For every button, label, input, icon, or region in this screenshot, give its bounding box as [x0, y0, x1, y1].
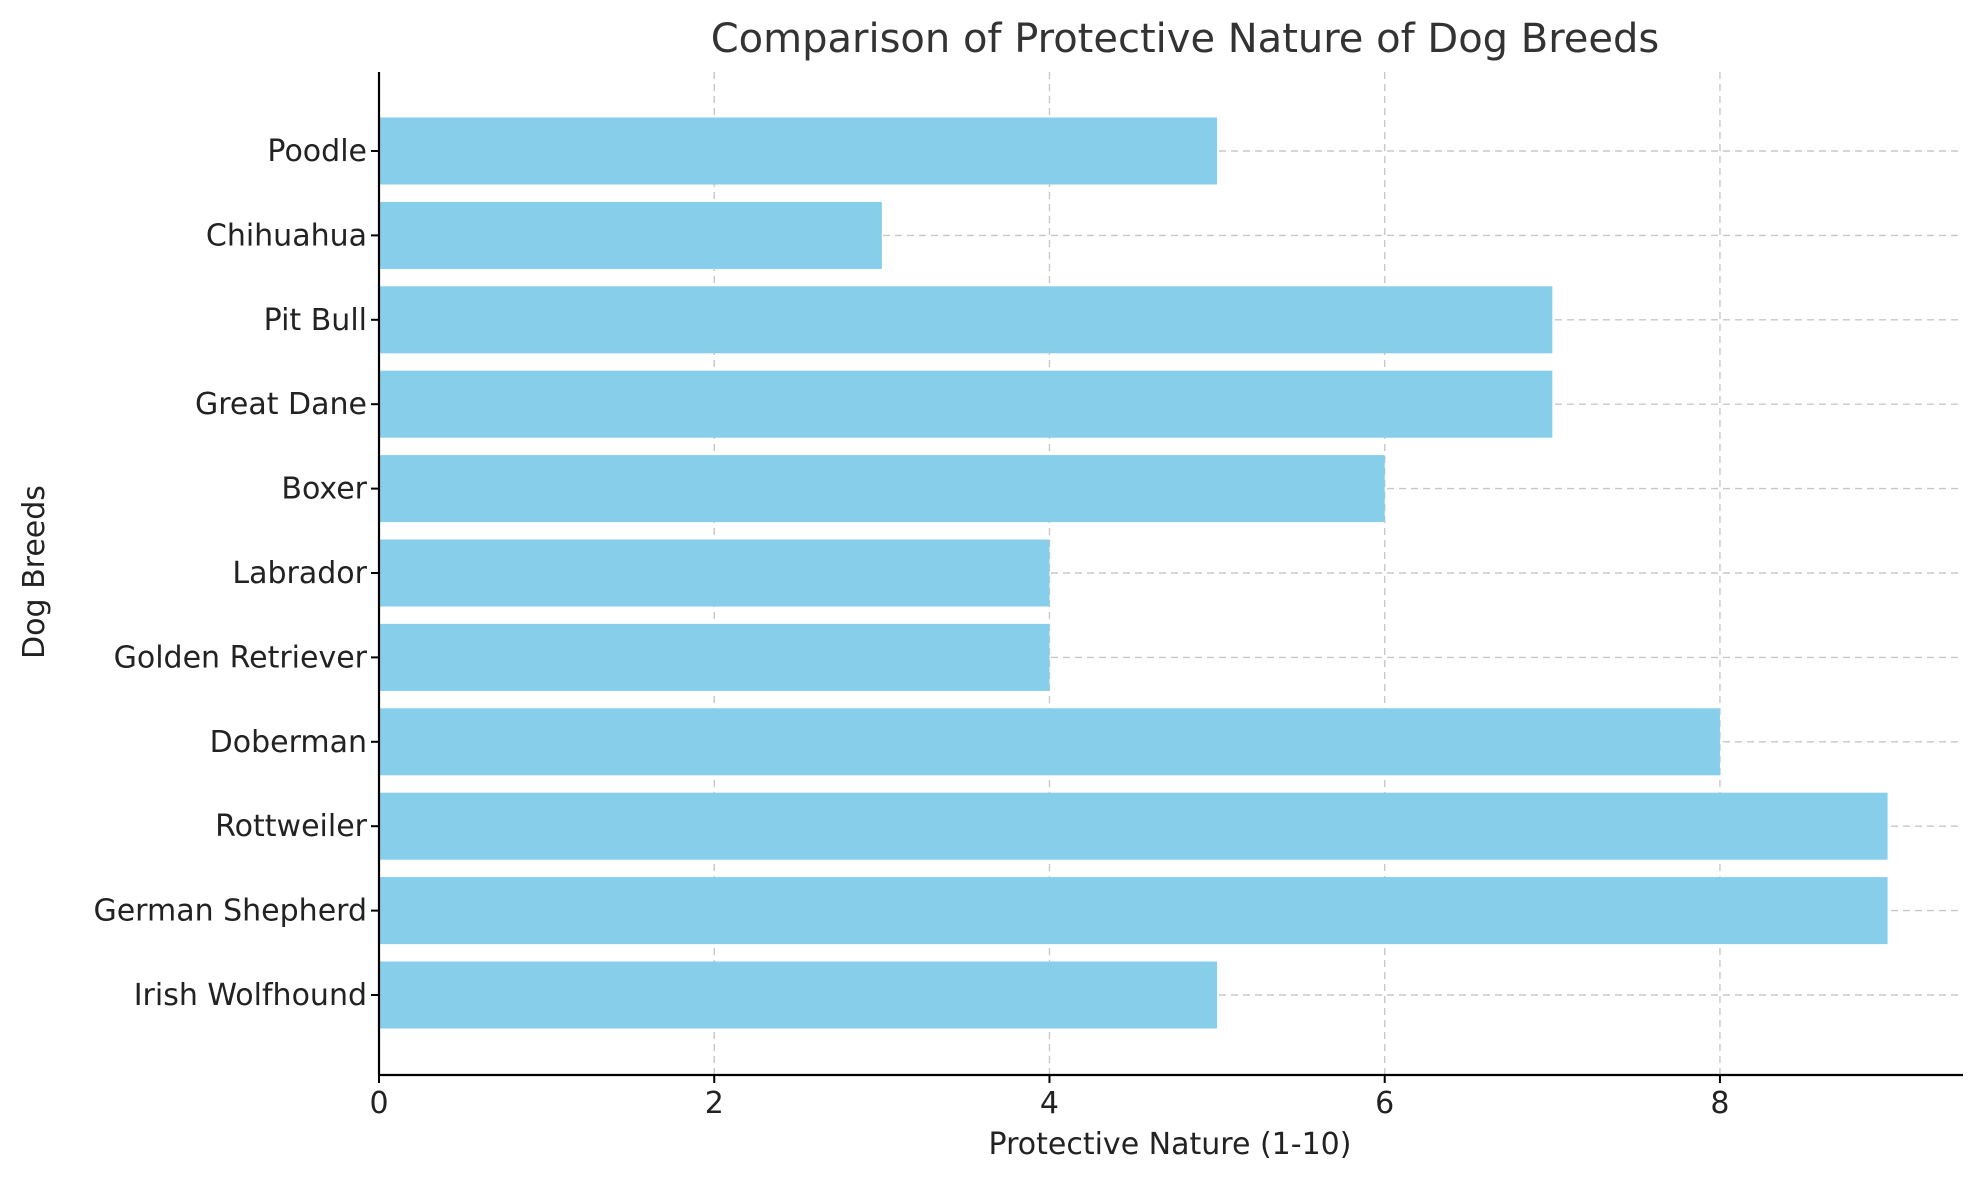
y-tick-label: Golden Retriever: [114, 640, 368, 675]
bar: [379, 961, 1218, 1029]
y-tick-label: Pit Bull: [264, 303, 367, 338]
bar: [379, 117, 1218, 185]
y-tick-label: Doberman: [210, 725, 367, 760]
y-tick-label: Labrador: [232, 556, 367, 591]
bar: [379, 455, 1385, 523]
chart-title: Comparison of Protective Nature of Dog B…: [711, 16, 1659, 62]
y-axis-label: Dog Breeds: [17, 485, 52, 659]
bar: [379, 370, 1553, 438]
bar: [379, 708, 1720, 776]
y-tick-label: Poodle: [267, 134, 367, 169]
x-ticks: 0 2 4 6 8: [369, 1075, 1729, 1121]
y-tick-label: Irish Wolfhound: [134, 978, 367, 1013]
y-tick-label: Boxer: [281, 472, 367, 507]
bar: [379, 877, 1888, 945]
bar: [379, 286, 1553, 354]
bar: [379, 792, 1888, 860]
y-tick-label: German Shepherd: [93, 894, 367, 929]
y-ticks: Irish Wolfhound German Shepherd Rottweiler…: [93, 134, 379, 1013]
y-tick-label: Chihuahua: [206, 218, 367, 253]
x-tick-label: 2: [705, 1086, 724, 1121]
bars: [379, 117, 1888, 1029]
x-tick-label: 4: [1040, 1086, 1059, 1121]
y-tick-label: Rottweiler: [215, 809, 367, 844]
x-axis-label: Protective Nature (1-10): [989, 1127, 1352, 1162]
x-tick-label: 0: [369, 1086, 388, 1121]
x-tick-label: 8: [1710, 1086, 1729, 1121]
bar: [379, 623, 1050, 691]
x-tick-label: 6: [1375, 1086, 1394, 1121]
y-tick-label: Great Dane: [195, 387, 367, 422]
bar: [379, 201, 882, 269]
bar: [379, 539, 1050, 607]
